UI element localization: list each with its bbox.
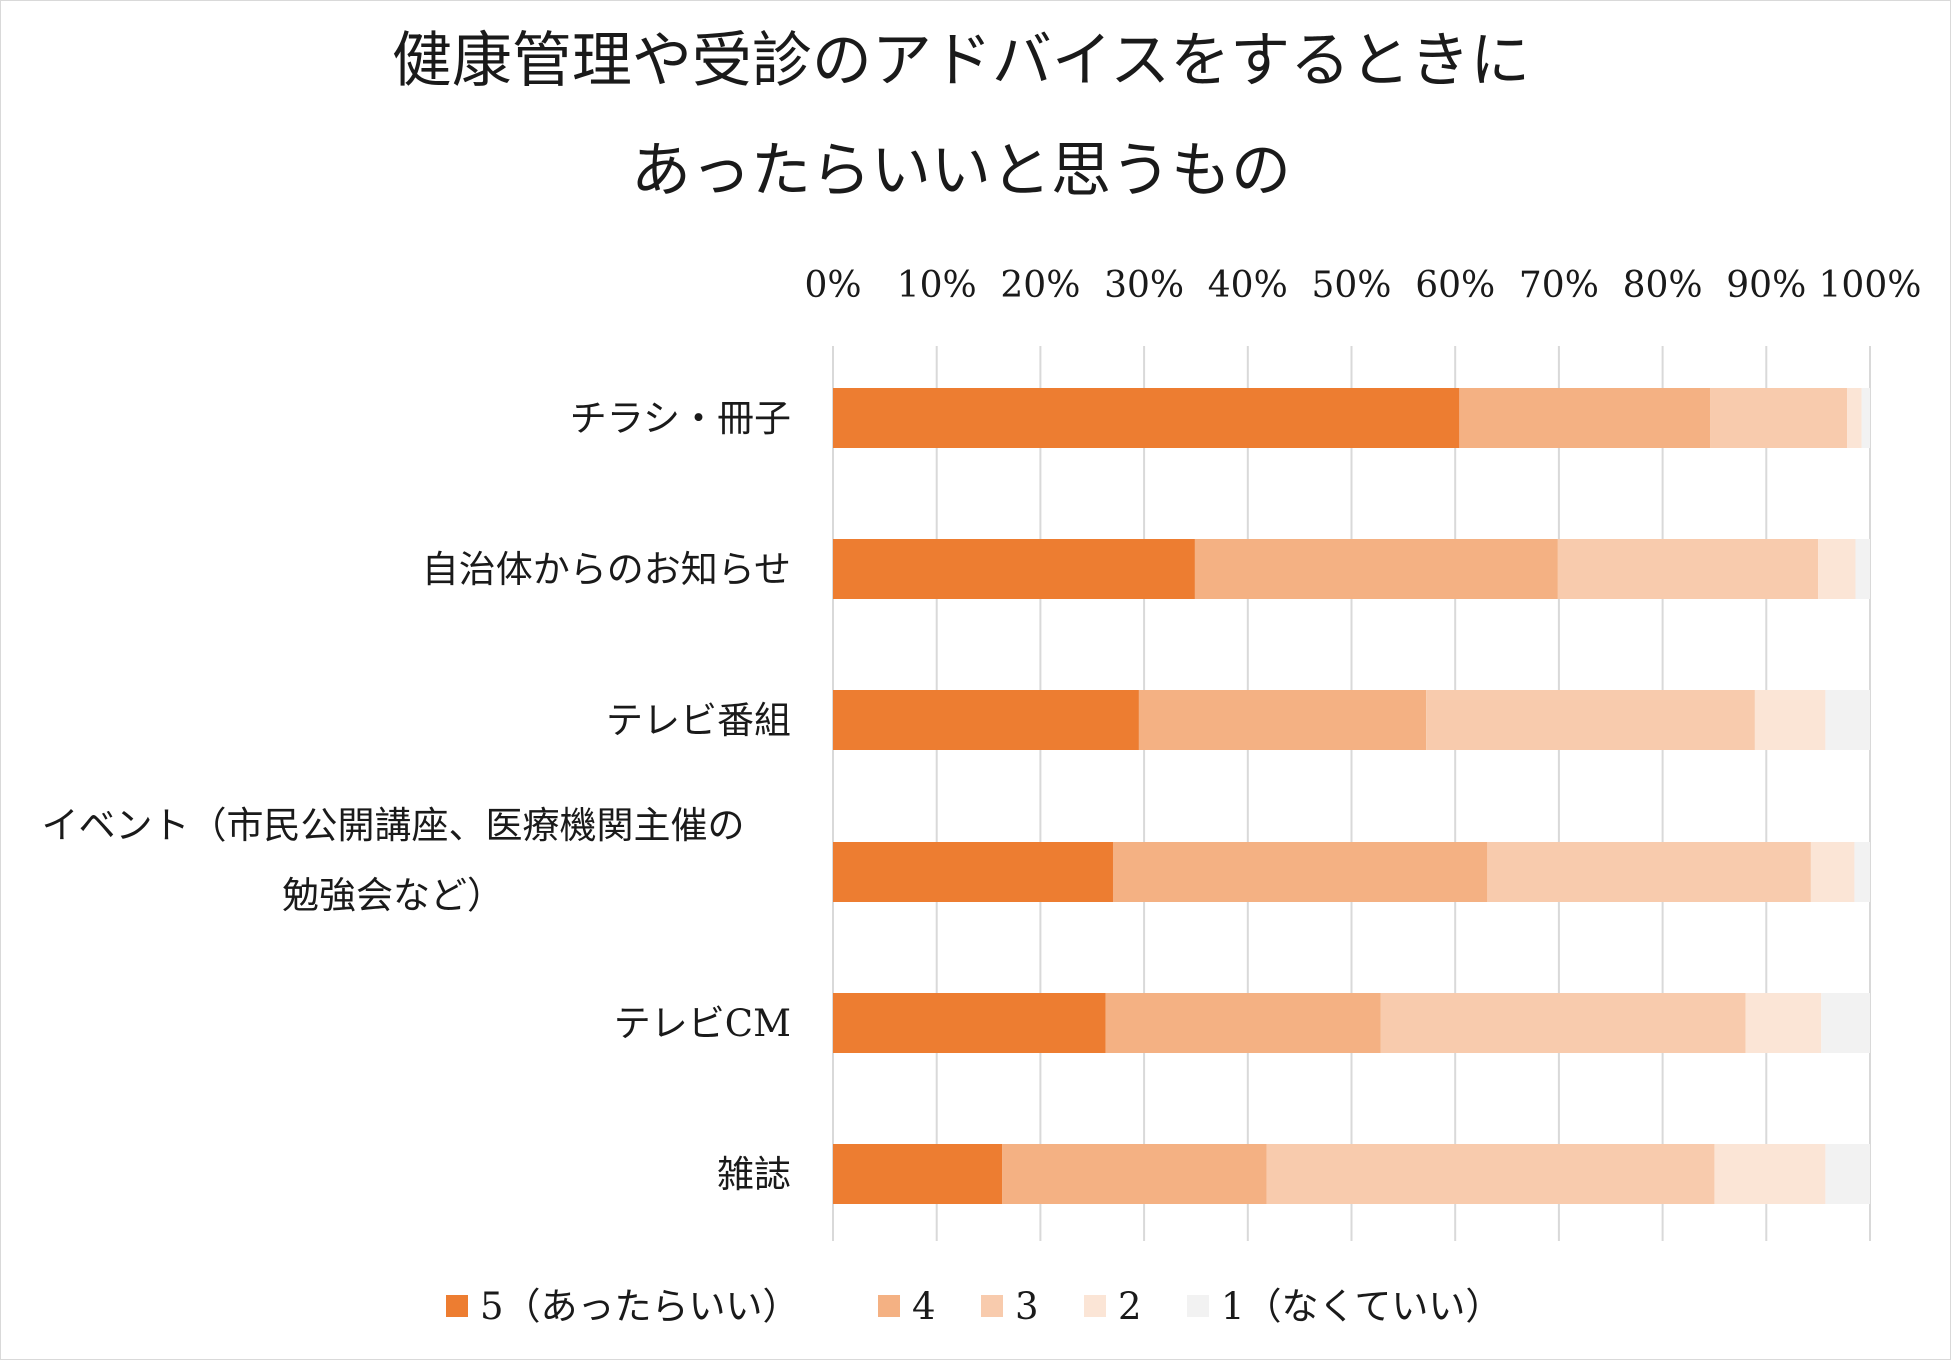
bar-segment [1745, 993, 1822, 1053]
x-tick-label: 0% [804, 265, 861, 306]
bar-segment [1487, 842, 1811, 902]
legend-swatch [1187, 1295, 1209, 1317]
bar-segment [833, 1144, 1003, 1204]
x-tick-label: 40% [1208, 265, 1288, 306]
category-label: イベント（市民公開講座、医療機関主催の [42, 804, 745, 847]
x-tick-label: 50% [1311, 265, 1391, 306]
legend-swatch [446, 1295, 468, 1317]
bar-segment [1002, 1144, 1267, 1204]
bar-segment [1557, 539, 1819, 599]
bar-segment [1821, 993, 1870, 1053]
bar-segment [1459, 388, 1711, 448]
bar-segment [1818, 539, 1856, 599]
bar-segment [833, 842, 1113, 902]
x-tick-label: 80% [1623, 265, 1703, 306]
x-tick-label: 90% [1726, 265, 1806, 306]
bar-segment [1112, 842, 1488, 902]
x-tick-label: 10% [897, 265, 977, 306]
bar-segment [833, 993, 1106, 1053]
legend-swatch [878, 1295, 900, 1317]
bar-segment [1810, 842, 1855, 902]
bar-segment [833, 690, 1139, 750]
legend-swatch [1084, 1295, 1106, 1317]
bar-segment [1380, 993, 1746, 1053]
category-label: テレビCM [614, 1002, 791, 1045]
x-tick-label: 70% [1519, 265, 1599, 306]
legend-swatch [981, 1295, 1003, 1317]
category-label: チラシ・冊子 [570, 397, 791, 440]
bar-segment [1854, 842, 1870, 902]
category-label: 自治体からのお知らせ [422, 548, 791, 591]
x-tick-label: 60% [1415, 265, 1495, 306]
bar-segment [1105, 993, 1381, 1053]
bar-segment [1714, 1144, 1826, 1204]
bar-segment [1825, 1144, 1870, 1204]
bar-segment [833, 539, 1195, 599]
bar-segment [1861, 388, 1870, 448]
bar-segment [1855, 539, 1870, 599]
gridlines [832, 346, 1871, 1241]
x-tick-label: 30% [1104, 265, 1184, 306]
x-tick-label: 20% [1000, 265, 1080, 306]
x-axis-ticks: 0% 10% 20% 30% 40% 50% 60% 70% 80% 90% 100% [804, 265, 1921, 306]
bar-segment [1138, 690, 1427, 750]
legend-label: 3 [1015, 1285, 1039, 1328]
bar-segment [833, 388, 1460, 448]
bar-segment [1825, 690, 1870, 750]
bar-segment [1426, 690, 1755, 750]
legend-label: 4 [912, 1285, 936, 1328]
bar-segment [1754, 690, 1826, 750]
bar-segment [1710, 388, 1848, 448]
category-label: テレビ番組 [606, 699, 791, 742]
x-tick-label: 100% [1819, 265, 1922, 306]
legend-label: 1（なくていい） [1221, 1285, 1502, 1328]
chart-title-line: あったらいいと思うもの [631, 136, 1291, 206]
legend-label: 2 [1118, 1285, 1142, 1328]
bar-segment [1847, 388, 1862, 448]
legend: 5（あったらいい） 4 3 2 1（なくていい） [446, 1285, 1502, 1328]
chart-title-line: 健康管理や受診のアドバイスをするときに [392, 26, 1530, 96]
bar-segment [1266, 1144, 1715, 1204]
legend-label: 5（あったらいい） [480, 1285, 800, 1328]
category-label: 勉強会など） [282, 874, 504, 917]
category-label: 雑誌 [717, 1153, 791, 1196]
category-labels: チラシ・冊子自治体からのお知らせテレビ番組イベント（市民公開講座、医療機関主催の… [42, 397, 792, 1196]
bars [833, 388, 1870, 1204]
bar-segment [1194, 539, 1558, 599]
